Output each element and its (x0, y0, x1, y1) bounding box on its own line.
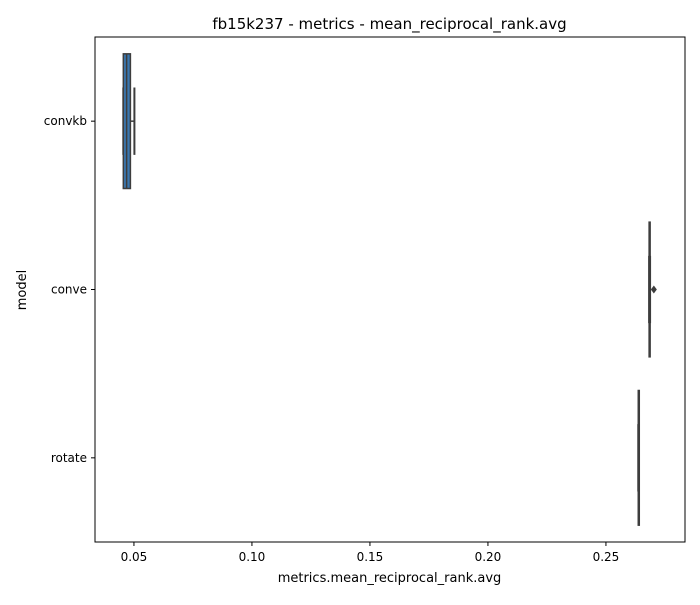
plot-frame (94, 36, 686, 543)
x-tick-label-1: 0.10 (239, 550, 266, 564)
y-axis: convkb conve rotate (44, 114, 95, 465)
chart-title: fb15k237 - metrics - mean_reciprocal_ran… (212, 15, 566, 34)
x-tick-label-2: 0.15 (357, 550, 384, 564)
x-axis: 0.05 0.10 0.15 0.20 0.25 (121, 542, 620, 564)
y-tick-label-conve: conve (51, 283, 87, 297)
x-tick-label-3: 0.20 (475, 550, 502, 564)
y-tick-label-convkb: convkb (44, 114, 87, 128)
box-group-rotate (637, 389, 641, 526)
box-group-conve (648, 221, 657, 358)
y-tick-label-rotate: rotate (51, 451, 87, 465)
y-axis-label: model (15, 270, 30, 310)
x-axis-label: metrics.mean_reciprocal_rank.avg (278, 571, 502, 586)
outlier-conve-0 (650, 285, 657, 294)
box-group-convkb (122, 53, 136, 190)
x-tick-label-4: 0.25 (593, 550, 620, 564)
plot-area (94, 36, 686, 543)
x-tick-label-0: 0.05 (121, 550, 148, 564)
